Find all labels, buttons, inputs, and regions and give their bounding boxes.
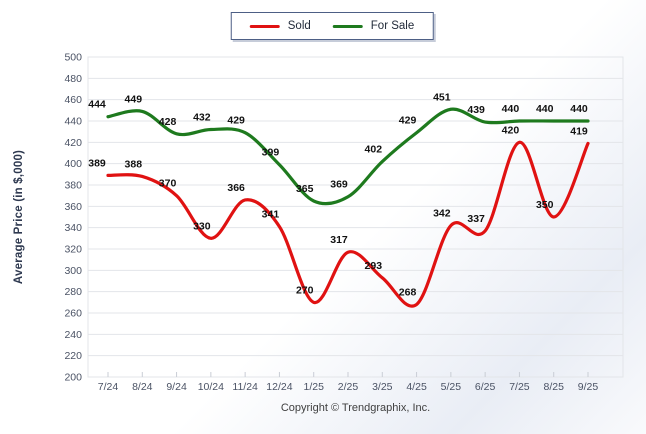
- svg-text:460: 460: [64, 94, 82, 106]
- svg-text:3/25: 3/25: [372, 381, 393, 393]
- svg-text:342: 342: [433, 208, 451, 220]
- svg-text:260: 260: [64, 308, 82, 320]
- svg-text:6/25: 6/25: [475, 381, 496, 393]
- svg-text:360: 360: [64, 201, 82, 213]
- svg-text:451: 451: [433, 91, 451, 103]
- svg-text:388: 388: [125, 158, 143, 170]
- svg-text:440: 440: [502, 103, 520, 115]
- svg-text:480: 480: [64, 73, 82, 85]
- legend-label-for-sale: For Sale: [370, 20, 415, 32]
- svg-text:350: 350: [536, 199, 554, 211]
- svg-text:280: 280: [64, 286, 82, 298]
- svg-text:420: 420: [64, 137, 82, 149]
- svg-text:380: 380: [64, 180, 82, 192]
- y-axis-tick-labels: 200 220 240 260 280 300 320 340 360 380 400 420 440 4…: [64, 52, 82, 384]
- svg-text:5/25: 5/25: [441, 381, 462, 393]
- svg-text:10/24: 10/24: [198, 381, 224, 393]
- series-line-sold: [106, 140, 590, 308]
- sold-line-swatch-icon: [249, 24, 280, 28]
- svg-text:340: 340: [64, 222, 82, 234]
- point-labels-for-sale: 444 449 428 432 429 399 365 369 402 429 451 439 440 4…: [88, 91, 588, 195]
- series-line-for-sale: [106, 107, 590, 206]
- svg-text:429: 429: [227, 115, 245, 127]
- svg-text:428: 428: [159, 116, 177, 128]
- svg-text:337: 337: [467, 213, 485, 225]
- svg-text:12/24: 12/24: [266, 381, 292, 393]
- legend-item-for-sale: For Sale: [332, 20, 415, 32]
- svg-text:440: 440: [570, 103, 588, 115]
- svg-text:399: 399: [262, 147, 280, 159]
- svg-text:317: 317: [330, 234, 348, 246]
- svg-text:220: 220: [64, 350, 82, 362]
- chart-legend: Sold For Sale: [230, 12, 434, 40]
- svg-text:7/25: 7/25: [509, 381, 530, 393]
- svg-text:389: 389: [88, 157, 106, 169]
- legend-label-sold: Sold: [287, 20, 311, 32]
- svg-text:439: 439: [467, 104, 485, 116]
- svg-text:420: 420: [502, 124, 520, 136]
- svg-text:9/24: 9/24: [166, 381, 187, 393]
- svg-text:9/25: 9/25: [578, 381, 599, 393]
- svg-text:429: 429: [399, 115, 417, 127]
- svg-text:270: 270: [296, 284, 314, 296]
- svg-text:8/25: 8/25: [543, 381, 564, 393]
- svg-text:8/24: 8/24: [132, 381, 153, 393]
- svg-text:440: 440: [64, 116, 82, 128]
- svg-text:4/25: 4/25: [406, 381, 427, 393]
- svg-text:240: 240: [64, 329, 82, 341]
- x-axis-tick-labels: 7/24 8/24 9/24 10/24 11/24 12/24 1/25 2/25 3/25 4…: [98, 372, 599, 393]
- copyright-text: Copyright © Trendgraphix, Inc.: [280, 402, 431, 414]
- svg-text:300: 300: [64, 265, 82, 277]
- legend-item-sold: Sold: [249, 20, 311, 32]
- svg-text:432: 432: [193, 112, 211, 124]
- svg-text:400: 400: [64, 158, 82, 170]
- svg-text:440: 440: [536, 103, 554, 115]
- gridlines: [88, 56, 623, 378]
- svg-text:200: 200: [64, 372, 82, 384]
- point-labels-sold: 389 388 370 330 366 341 270 317 293 268 342 337 420 3…: [88, 124, 588, 298]
- svg-text:320: 320: [64, 244, 82, 256]
- svg-text:330: 330: [193, 220, 211, 232]
- svg-text:365: 365: [296, 183, 314, 195]
- svg-text:293: 293: [365, 260, 383, 272]
- svg-text:500: 500: [64, 52, 82, 64]
- svg-text:268: 268: [399, 286, 417, 298]
- svg-text:370: 370: [159, 178, 177, 190]
- svg-text:341: 341: [262, 209, 280, 221]
- svg-text:7/24: 7/24: [98, 381, 119, 393]
- svg-text:369: 369: [330, 179, 348, 191]
- svg-text:2/25: 2/25: [338, 381, 359, 393]
- svg-text:419: 419: [570, 125, 588, 137]
- svg-text:402: 402: [365, 144, 383, 156]
- svg-text:366: 366: [227, 182, 245, 194]
- svg-text:449: 449: [125, 93, 143, 105]
- svg-text:1/25: 1/25: [303, 381, 324, 393]
- svg-text:444: 444: [88, 99, 106, 111]
- for-sale-line-swatch-icon: [332, 24, 363, 28]
- svg-text:11/24: 11/24: [232, 381, 258, 393]
